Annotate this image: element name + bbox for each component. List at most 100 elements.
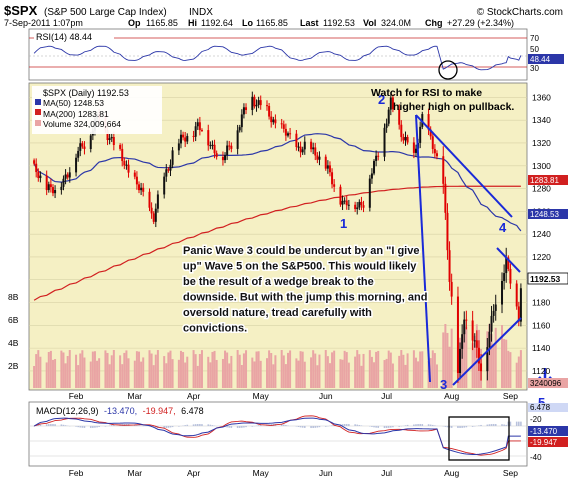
macd-hist-bar	[40, 425, 42, 426]
macd-hist-bar	[186, 425, 188, 426]
month-label: Mar	[127, 391, 142, 401]
macd-hist-bar	[480, 425, 482, 426]
price-bar-body	[69, 172, 71, 177]
macd-hist-bar	[478, 425, 480, 426]
macd-hist-bar	[447, 426, 449, 427]
macd-signal-box-text: -19.947	[530, 438, 558, 447]
price-bar-body	[327, 165, 329, 168]
volume-bar	[184, 363, 186, 388]
volume-bar	[149, 350, 151, 388]
macd-hist-bar	[331, 425, 333, 426]
price-bar-body	[488, 332, 490, 347]
ma200-legend: MA(200) 1283.81	[43, 109, 109, 119]
macd-hist-bar	[520, 422, 522, 426]
price-bar-body	[442, 156, 444, 184]
price-bar-body	[461, 334, 463, 349]
price-bar-body	[360, 202, 362, 205]
volume-bar	[295, 358, 297, 388]
price-bar-body	[128, 165, 130, 173]
price-bar-body	[111, 137, 113, 138]
volume-bar	[201, 350, 203, 388]
macd-hist-bar	[50, 424, 52, 426]
volume-tick-label: 2B	[8, 361, 19, 371]
price-bar-body	[39, 176, 41, 178]
macd-hist-bar	[285, 425, 287, 426]
price-bar-body	[201, 130, 203, 131]
volume-bar	[163, 356, 165, 388]
volume-bar	[199, 354, 201, 388]
volume-bar	[270, 353, 272, 388]
macd-hist-bar	[46, 424, 48, 426]
price-bar-body	[283, 124, 285, 129]
volume-swatch	[35, 120, 41, 126]
price-bar-body	[216, 153, 218, 157]
volume-bar	[258, 351, 260, 388]
volume-bar	[79, 353, 81, 388]
volume-bar	[373, 362, 375, 388]
macd-hist-bar	[48, 424, 50, 426]
chg-value: +27.29 (+2.34%)	[447, 18, 514, 28]
volume-bar	[65, 363, 67, 388]
macd-hist-bar	[312, 426, 314, 428]
macd-hist-bar	[417, 424, 419, 426]
price-bar-body	[121, 149, 123, 161]
volume-bar	[216, 360, 218, 388]
macd-hist-bar	[94, 426, 96, 428]
macd-hist-bar	[516, 422, 518, 426]
macd-hist-bar	[226, 426, 228, 427]
macd-hist-bar	[325, 426, 327, 427]
volume-bar	[134, 361, 136, 388]
macd-hist-bar	[415, 424, 417, 426]
macd-hist-bar	[193, 424, 195, 426]
price-bar-body	[251, 97, 253, 110]
commentary-line: convictions.	[183, 323, 247, 335]
month-label: Feb	[69, 391, 84, 401]
volume-bar	[109, 364, 111, 388]
macd-hist-bar	[348, 424, 350, 426]
price-bar-body	[172, 150, 174, 164]
price-bar-body	[37, 172, 39, 178]
price-bar-body	[434, 149, 436, 153]
price-tick-label: 1220	[532, 252, 551, 262]
price-bar-body	[193, 136, 195, 137]
price-bar-body	[316, 155, 318, 159]
price-bar-body	[444, 184, 446, 213]
price-tick-label: 1300	[532, 161, 551, 171]
volume-bar	[62, 352, 64, 388]
price-bar-body	[197, 122, 199, 126]
last-price-box-text: 1192.53	[530, 274, 561, 284]
macd-hist-bar	[111, 425, 113, 426]
volume-bar	[96, 361, 98, 388]
price-bar-body	[297, 147, 299, 148]
volume-bar	[37, 350, 39, 388]
macd-hist-bar	[390, 426, 392, 428]
price-bar-body	[314, 147, 316, 155]
open-value: 1165.85	[146, 18, 178, 28]
macd-month-label: Aug	[444, 468, 459, 478]
volume-bar	[339, 359, 341, 388]
macd-hist-bar	[184, 425, 186, 426]
macd-hist-bar	[344, 424, 346, 426]
price-bar-body	[163, 177, 165, 195]
macd-hist-bar	[386, 426, 388, 428]
volume-bar	[151, 354, 153, 388]
volume-bar	[195, 354, 197, 388]
price-bar-body	[226, 146, 228, 156]
price-bar-body	[465, 320, 467, 321]
price-bar-body	[356, 208, 358, 210]
price-bar-body	[388, 110, 390, 124]
macd-hist-bar	[405, 425, 407, 426]
price-bar-body	[369, 179, 371, 208]
volume-bar	[50, 351, 52, 388]
macd-hist-bar	[239, 426, 241, 428]
price-bar-body	[346, 201, 348, 206]
volume-bar	[167, 352, 169, 388]
volume-bar	[331, 352, 333, 388]
macd-hist-bar	[98, 426, 100, 427]
macd-hist-bar	[495, 424, 497, 426]
price-bar-body	[239, 127, 241, 130]
month-label: Sep	[503, 391, 518, 401]
wave-label-3: 3	[440, 377, 447, 392]
price-bar-body	[243, 107, 245, 114]
